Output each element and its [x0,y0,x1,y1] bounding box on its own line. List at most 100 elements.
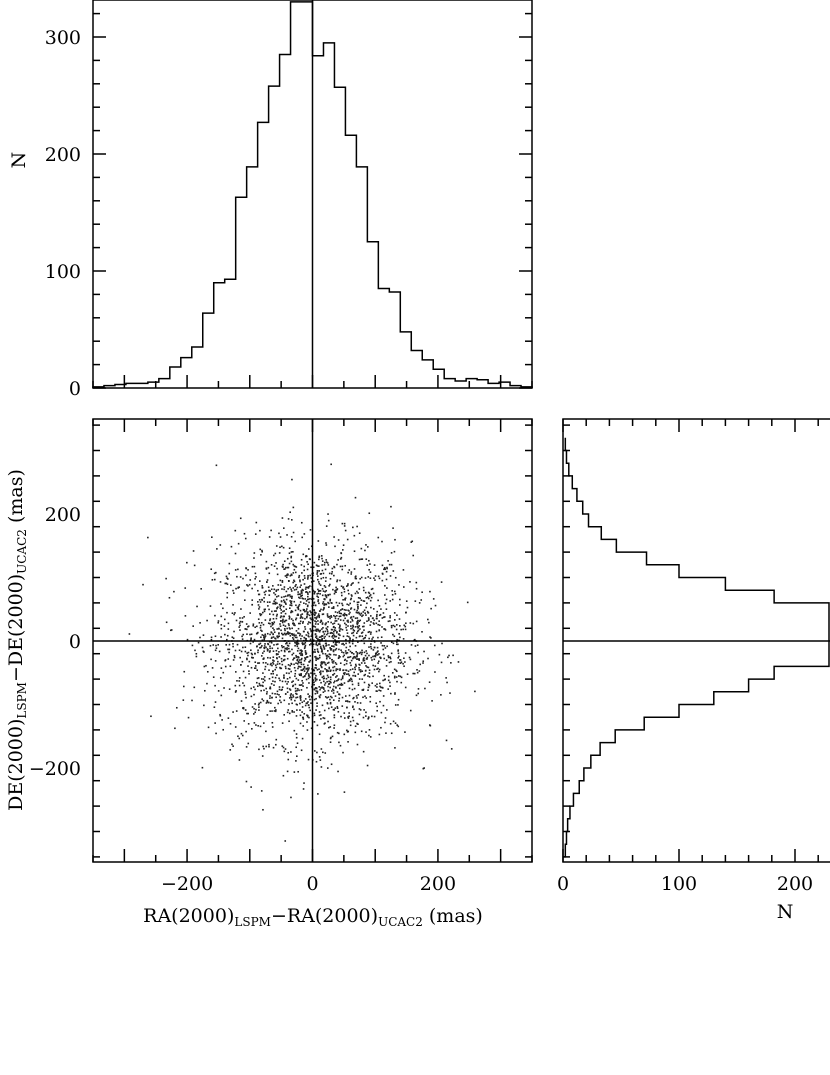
scatter-point [342,655,345,658]
scatter-point [290,595,293,598]
scatter-point [264,593,266,596]
scatter-point [251,565,254,568]
scatter-point [345,626,347,629]
scatter-point [354,657,357,659]
scatter-point [234,684,237,687]
scatter-point [283,599,285,602]
scatter-point [325,627,328,630]
scatter-point [309,698,311,701]
scatter-point [219,713,221,716]
scatter-point [347,571,349,574]
scatter-point [218,650,221,653]
scatter-point [325,603,328,605]
scatter-point [354,666,356,669]
scatter-point [321,635,324,637]
scatter-point [175,706,178,709]
scatter-point [427,618,429,621]
scatter-point [333,680,336,683]
scatter-point [268,669,270,671]
scatter-point [220,667,223,669]
scatter-point [318,686,321,688]
scatter-point [235,619,238,622]
scatter-point [292,680,294,682]
scatter-point [221,719,223,721]
scatter-point [357,592,359,594]
scatter-point [415,587,418,590]
scatter-point [304,610,306,613]
scatter-point [270,631,273,633]
scatter-point [366,620,368,622]
scatter-point [328,572,331,575]
scatter-point [275,653,278,655]
scatter-point [363,642,366,645]
scatter-point [303,630,305,633]
scatter-point [247,654,249,657]
scatter-point [220,603,222,605]
scatter-point [343,608,346,611]
scatter-point [399,675,402,678]
scatter-point [244,650,247,653]
scatter-point [343,654,346,657]
scatter-point [312,598,315,600]
scatter-point [294,672,297,675]
scatter-point [301,711,303,713]
scatter-point [441,642,443,645]
scatter-point [203,704,205,707]
scatter-point [400,661,403,663]
scatter-point [308,661,311,663]
scatter-point [274,668,276,671]
scatter-point [249,642,252,645]
scatter-point [324,594,327,596]
scatter-point [364,670,367,672]
scatter-point [326,670,328,673]
scatter-point [254,653,256,655]
scatter-point [282,774,285,777]
scatter-point [322,686,325,689]
scatter-point [334,615,336,618]
scatter-point [271,726,274,728]
scatter-point [310,727,313,730]
scatter-point [383,566,386,569]
scatter-point [397,725,400,728]
scatter-point [330,648,333,650]
scatter-point [353,629,356,632]
scatter-point [375,654,377,656]
scatter-point [260,655,263,657]
scatter-point [337,623,340,626]
scatter-point [367,716,370,718]
scatter-point [293,568,296,571]
scatter-point [273,631,276,633]
scatter-point [235,587,237,590]
scatter-point [244,646,247,648]
scatter-point [417,692,420,695]
scatter-point [277,627,280,630]
scatter-point [279,584,282,586]
scatter-point [320,748,323,750]
scatter-point [317,629,320,632]
scatter-point [299,649,302,652]
scatter-point [294,571,297,574]
scatter-point [289,676,291,679]
scatter-point [414,645,417,647]
scatter-point [331,690,333,692]
scatter-point [314,655,317,658]
scatter-point [302,620,304,623]
scatter-point [422,660,425,663]
scatter-point [366,658,368,660]
scatter-point [173,590,175,593]
scatter-point [330,463,332,466]
scatter-point [332,623,334,625]
scatter-point [251,587,253,590]
scatter-point [285,667,287,670]
scatter-point [394,692,396,694]
scatter-point [391,598,394,601]
xlabel-sub1: LSPM [234,915,271,929]
scatter-point [335,586,337,589]
scatter-point [287,758,290,761]
scatter-point [405,600,408,602]
scatter-point [272,617,275,620]
scatter-point [358,620,361,622]
scatter-point [322,691,325,693]
scatter-point [351,680,353,683]
